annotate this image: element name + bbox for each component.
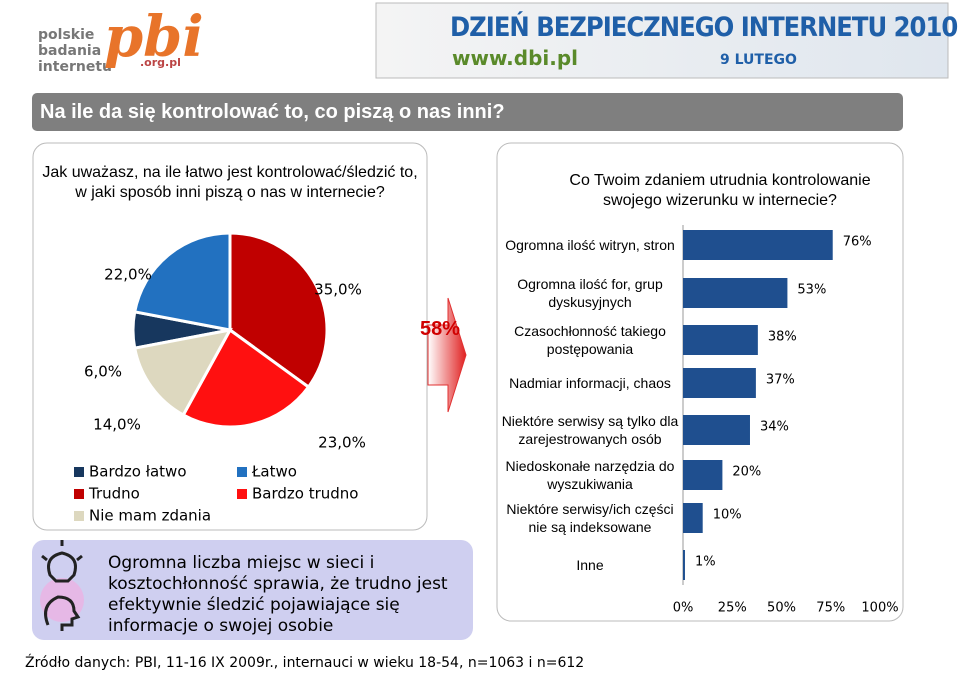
pie-label: 23,0% [318,434,366,452]
bar-label: 1% [695,555,716,570]
bar-label: 34% [760,420,789,435]
legend-swatch [237,489,247,499]
slide-title: Na ile da się kontrolować to, co piszą o… [40,101,505,123]
x-tick-label: 50% [767,601,796,616]
bar-label: 38% [768,330,797,345]
bar [683,415,750,445]
bar-title: Co Twoim zdaniem utrudnia kontrolowanie … [569,172,871,209]
arrow [427,297,467,413]
callout-icon [40,540,84,631]
banner [375,2,949,79]
source: Źródło danych: PBI, 11-16 IX 2009r., int… [25,655,585,671]
logo-brand: pbi [104,4,204,70]
legend-label: Bardzo łatwo [89,463,187,481]
category-label: Niektóre serwisy są tylko dla zarejestro… [501,413,679,447]
banner-url: www.dbi.pl [452,46,579,70]
bar-label: 10% [713,508,742,523]
category-label: Niedoskonałe narzędzia do wyszukiwania [505,458,675,492]
bar [683,325,758,355]
bar [683,230,833,260]
x-tick-label: 25% [718,601,747,616]
logo-line: internetu [38,59,112,75]
legend-label: Łatwo [251,463,297,481]
category-label: Inne [576,557,604,573]
bar [683,278,788,308]
x-tick-label: 0% [673,601,694,616]
category-label: Niektóre serwisy/ich części nie są indek… [506,501,674,535]
title-bar [32,93,903,131]
category-label: Ogromna ilość for, grup dyskusyjnych [517,276,663,310]
pie-slice [181,327,311,429]
x-tick-label: 100% [861,601,898,616]
callout-box [32,540,473,640]
category-label: Nadmiar informacji, chaos [509,375,671,391]
callout-text: Ogromna liczba miejsc w sieci i kosztoch… [108,553,448,636]
legend-swatch [74,511,84,521]
banner-date: 9 LUTEGO [720,52,797,68]
banner-title: DZIEŃ BEZPIECZNEGO INTERNETU 2010 [450,12,958,43]
category-label: Czasochłonność takiego postępowania [514,323,666,357]
pie-slice [132,231,232,332]
logo-line: polskie [38,27,95,43]
pie-title: Jak uważasz, na ile łatwo jest kontrolow… [42,164,418,201]
category-label: Ogromna ilość witryn, stron [505,237,675,253]
bar-label: 37% [766,373,795,388]
pie-label: 14,0% [93,416,141,434]
bar-label: 53% [797,283,826,298]
x-tick-label: 75% [816,601,845,616]
bar [683,550,685,580]
pie-slice [228,231,329,390]
bar [683,503,703,533]
bar [683,460,723,490]
pie-label: 6,0% [84,363,122,381]
logo-text: polskie badania internetu [38,27,112,75]
bar-label: 76% [843,235,872,250]
legend-swatch [74,489,84,499]
bar-label: 20% [732,465,761,480]
pie-label: 22,0% [104,266,152,284]
legend-swatch [237,467,247,477]
bar [683,368,756,398]
legend-label: Nie mam zdania [89,507,211,525]
legend-label: Trudno [88,485,140,503]
legend-label: Bardzo trudno [252,485,359,503]
legend-swatch [74,467,84,477]
logo-domain: .org.pl [140,56,181,69]
pie-label: 35,0% [314,281,362,299]
arrow-label: 58% [420,318,461,340]
pie-slice [132,327,233,418]
logo-line: badania [38,43,102,59]
